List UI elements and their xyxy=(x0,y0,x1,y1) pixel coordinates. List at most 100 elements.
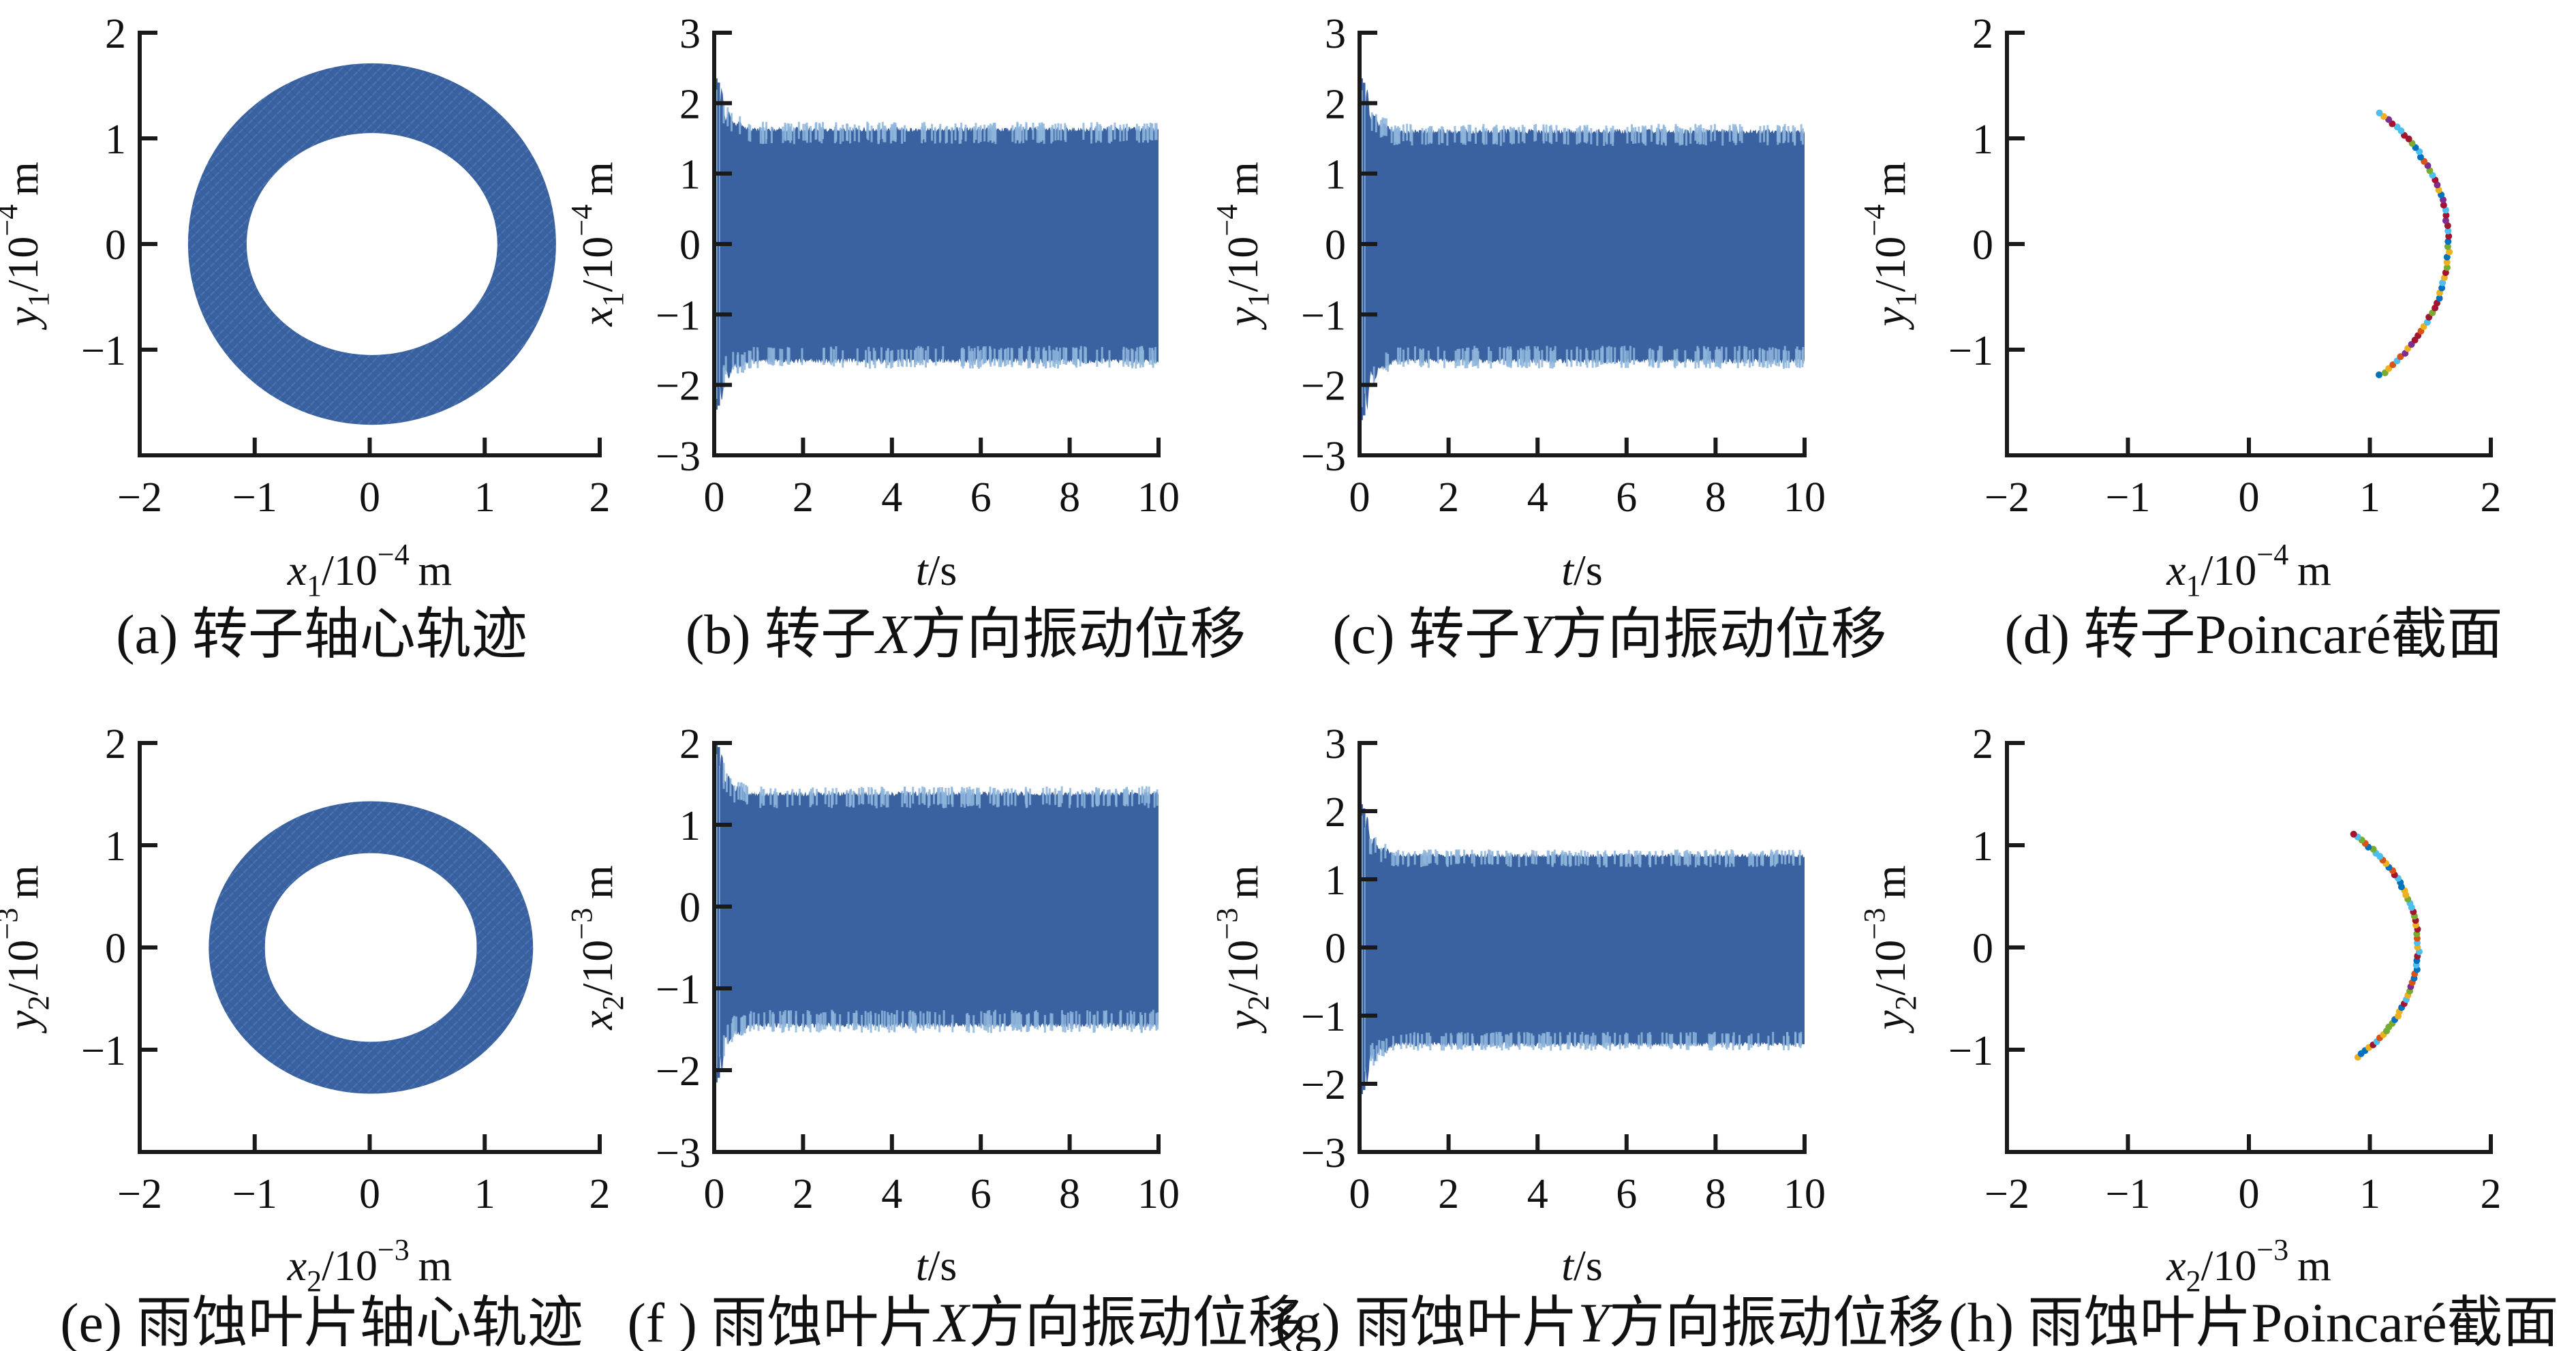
x-tick-label: 2 xyxy=(793,1171,814,1217)
x-tick-label: 0 xyxy=(1349,1171,1370,1217)
y-tick-label: 1 xyxy=(105,823,126,870)
x-tick-label: 10 xyxy=(1783,1171,1826,1217)
envelope-highlights xyxy=(1370,112,1805,386)
x-tick-label: 4 xyxy=(881,1171,902,1217)
poincare-point xyxy=(2385,116,2393,123)
x-tick-label: −2 xyxy=(117,474,162,521)
x-tick-label: 4 xyxy=(1527,474,1548,521)
poincare-point xyxy=(2443,258,2451,266)
poincare-points xyxy=(2376,109,2453,378)
poincare-point xyxy=(2446,248,2453,256)
y-tick-label: −1 xyxy=(656,292,701,339)
subplot-c: 0 2 4 6 8 10 −3 −2 −1 0 1 2 3 t/s y1/10−4 m (c) 转子Y方向振动… xyxy=(1210,11,1887,665)
y-tick-label: 2 xyxy=(105,11,126,57)
x-tick-label: 10 xyxy=(1137,474,1180,521)
y-tick-label: −3 xyxy=(1301,1130,1346,1177)
y-tick-label: 3 xyxy=(1325,11,1346,57)
y-tick-label: −1 xyxy=(81,1028,126,1074)
y-tick-label: 2 xyxy=(1972,11,1993,57)
subplot-e: −2 −1 0 1 2 −1 0 1 2 x2/10−3 m y2/10−3 m (e) 雨蚀叶片轴心… xyxy=(0,721,611,1351)
x-tick-label: 8 xyxy=(1705,1171,1726,1217)
y-tick-label: −2 xyxy=(1301,363,1346,410)
poincare-points xyxy=(2350,830,2423,1061)
y-tick-label: −2 xyxy=(1301,1062,1346,1108)
x-tick-label: 2 xyxy=(793,474,814,521)
y-axis-label: x2/10−3 m xyxy=(565,865,630,1031)
y-tick-label: 1 xyxy=(1972,823,1993,870)
x-tick-label: 6 xyxy=(970,474,992,521)
y-tick-label: 2 xyxy=(679,81,701,127)
y-tick-label: −1 xyxy=(1948,328,1993,374)
x-axis-label: x2/10−3 m xyxy=(287,1233,453,1298)
y-tick-label: 1 xyxy=(1325,152,1346,198)
y-tick-label: 1 xyxy=(1325,857,1346,904)
x-axis-label: x1/10−4 m xyxy=(287,538,453,603)
x-tick-label: 2 xyxy=(2481,1171,2502,1217)
poincare-point xyxy=(2438,284,2446,292)
subplot-caption: (a) 转子轴心轨迹 xyxy=(116,603,527,665)
y-tick-label: 1 xyxy=(679,803,701,849)
poincare-point xyxy=(2440,201,2447,209)
y-tick-label: −1 xyxy=(1301,292,1346,339)
x-tick-label: 6 xyxy=(1616,1171,1637,1217)
poincare-point xyxy=(2376,371,2382,378)
x-tick-label: 0 xyxy=(359,474,380,521)
x-tick-label: 2 xyxy=(2481,474,2502,521)
subplot-caption: (g) 雨蚀叶片Y方向振动位移 xyxy=(1275,1292,1944,1351)
x-tick-label: 8 xyxy=(1059,1171,1080,1217)
y-tick-label: 0 xyxy=(1325,222,1346,269)
y-tick-label: 0 xyxy=(1972,222,1993,269)
y-tick-label: −1 xyxy=(1948,1028,1993,1074)
y-tick-label: −3 xyxy=(1301,434,1346,480)
y-tick-label: 0 xyxy=(105,926,126,972)
vibration-band xyxy=(1365,817,1805,1084)
x-tick-label: 0 xyxy=(2239,474,2260,521)
poincare-point xyxy=(2393,123,2401,131)
x-tick-label: 6 xyxy=(1616,474,1637,521)
x-tick-label: −1 xyxy=(2106,1171,2151,1217)
x-tick-label: 6 xyxy=(970,1171,992,1217)
vibration-band xyxy=(720,87,1159,400)
poincare-point xyxy=(2442,211,2450,219)
subplot-caption: (f ) 雨蚀叶片X方向振动位移 xyxy=(627,1292,1304,1351)
poincare-point xyxy=(2397,353,2404,361)
axes-spines xyxy=(2005,31,2493,457)
y-tick-label: 0 xyxy=(1325,926,1346,972)
y-tick-label: −1 xyxy=(81,328,126,374)
poincare-point xyxy=(2444,227,2452,234)
y-axis-label: x1/10−4 m xyxy=(565,162,630,327)
poincare-point xyxy=(2443,254,2451,261)
x-tick-label: 4 xyxy=(881,474,902,521)
y-tick-label: −3 xyxy=(656,1130,701,1177)
y-axis-label: y2/10−3 m xyxy=(1858,865,1922,1034)
subplot-caption: (d) 转子Poincaré截面 xyxy=(2005,603,2503,665)
poincare-point xyxy=(2417,153,2424,161)
subplot-d: −2 −1 0 1 2 −1 0 1 2 x1/10−4 m y1/10−4 m (d) 转子Poin… xyxy=(1858,11,2503,665)
x-tick-label: 4 xyxy=(1527,1171,1548,1217)
y-tick-label: 3 xyxy=(1325,721,1346,768)
y-axis-label: y1/10−4 m xyxy=(0,162,55,331)
vibration-band xyxy=(720,754,1159,1073)
y-tick-label: 0 xyxy=(105,222,126,269)
x-axis-label: x1/10−4 m xyxy=(2166,538,2331,603)
poincare-point xyxy=(2443,264,2451,271)
y-tick-label: 2 xyxy=(1325,789,1346,836)
subplot-caption: (b) 转子X方向振动位移 xyxy=(686,603,1246,665)
envelope-highlights xyxy=(1368,837,1803,1066)
y-tick-label: 1 xyxy=(679,152,701,198)
x-tick-label: −1 xyxy=(2106,474,2151,521)
envelope-highlights xyxy=(722,763,1159,1057)
y-tick-label: 2 xyxy=(679,721,701,768)
poincare-point xyxy=(2440,274,2448,282)
y-tick-label: 1 xyxy=(105,117,126,163)
x-axis-label: t/s xyxy=(1561,1241,1602,1290)
orbit-ring-texture xyxy=(187,63,556,425)
x-tick-label: 0 xyxy=(1349,474,1370,521)
x-tick-label: 0 xyxy=(704,474,725,521)
poincare-point xyxy=(2423,318,2431,326)
poincare-point xyxy=(2436,294,2443,302)
x-tick-label: 10 xyxy=(1783,474,1826,521)
y-tick-label: 0 xyxy=(1972,926,1993,972)
